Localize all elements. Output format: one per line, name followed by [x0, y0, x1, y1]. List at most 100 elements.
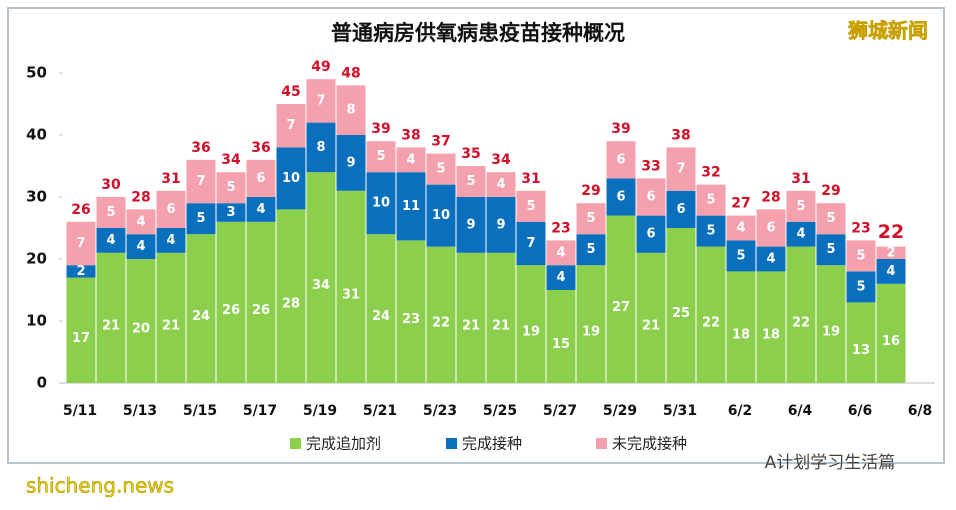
bar-segment [786, 221, 816, 247]
data-label: 6 [646, 190, 655, 205]
data-label: 16 [882, 334, 900, 349]
data-label: 5 [736, 248, 745, 263]
y-tick-label: 30 [26, 188, 47, 206]
bar-segment [876, 259, 906, 284]
data-label: 7 [316, 93, 325, 108]
data-label: 4 [136, 214, 145, 229]
bar-segment [846, 271, 876, 303]
bar-segment [336, 190, 366, 383]
bar-segment [216, 221, 246, 383]
bar-segment [726, 240, 756, 272]
total-label: 36 [251, 140, 270, 156]
data-label: 6 [166, 202, 175, 217]
bar-segment [66, 265, 96, 278]
data-label: 4 [166, 233, 175, 248]
data-label: 20 [132, 322, 150, 337]
bar-segment [96, 197, 126, 228]
bar-segment [516, 265, 546, 383]
data-label: 8 [346, 103, 355, 118]
watermark: shicheng.news [26, 474, 174, 498]
data-label: 4 [406, 152, 415, 167]
bar-segment [576, 234, 606, 266]
bar-segment [126, 259, 156, 383]
bar-segment [246, 197, 276, 222]
bar-segment [216, 203, 246, 222]
data-label: 5 [856, 248, 865, 263]
data-label: 6 [646, 227, 655, 242]
data-label: 5 [706, 193, 715, 208]
legend-swatch [290, 438, 301, 449]
bar-segment [276, 104, 306, 148]
total-label: 30 [101, 177, 121, 193]
data-label: 5 [376, 149, 385, 164]
bar-segment [816, 265, 846, 383]
data-label: 5 [586, 242, 595, 257]
data-label: 2 [76, 264, 85, 279]
total-label: 23 [851, 220, 870, 236]
bar-segment [186, 203, 216, 235]
bar-segment [726, 215, 756, 241]
bar-segment [186, 234, 216, 383]
total-label: 23 [551, 220, 570, 236]
x-tick-label: 5/19 [303, 403, 337, 419]
total-label: 34 [221, 152, 241, 168]
total-label: 27 [731, 196, 750, 212]
bar-segment [546, 265, 576, 290]
data-label: 6 [256, 171, 265, 186]
watermark: 狮城新闻 [848, 19, 928, 43]
data-label: 17 [72, 331, 90, 346]
data-label: 9 [496, 217, 505, 232]
data-label: 6 [766, 221, 775, 236]
bar-segment [186, 159, 216, 204]
bar-segment [786, 190, 816, 222]
total-label: 31 [161, 171, 180, 187]
data-label: 10 [282, 171, 300, 186]
data-label: 21 [492, 318, 510, 333]
bar-segment [516, 221, 546, 266]
data-label: 8 [316, 140, 325, 155]
total-label: 28 [761, 189, 780, 205]
bar-segment [846, 302, 876, 383]
data-label: 19 [822, 325, 840, 340]
bar-segment [396, 147, 426, 173]
bar-segment [426, 153, 456, 185]
data-label: 26 [252, 303, 270, 318]
bar-segment [66, 221, 96, 266]
bar-segment [516, 190, 546, 222]
data-label: 5 [586, 211, 595, 226]
bar-segment [546, 290, 576, 383]
bar-segment [66, 277, 96, 383]
bar-segment [636, 178, 666, 216]
bar-segment [726, 271, 756, 383]
data-label: 25 [672, 306, 690, 321]
x-tick-label: 5/23 [423, 403, 457, 419]
bar-segment [876, 246, 906, 259]
x-tick-label: 6/6 [848, 403, 873, 419]
bar-segment [426, 246, 456, 383]
data-label: 5 [196, 211, 205, 226]
total-label: 36 [191, 140, 210, 156]
bar-segment [486, 172, 516, 197]
data-label: 5 [796, 199, 805, 214]
bar-segment [666, 190, 696, 228]
data-label: 21 [462, 318, 480, 333]
bar-segment [606, 178, 636, 216]
data-label: 4 [766, 252, 775, 267]
bar-segment [336, 85, 366, 135]
bar-segment [756, 209, 786, 247]
data-label: 22 [432, 315, 450, 330]
bar-segment [486, 252, 516, 383]
data-label: 6 [676, 202, 685, 217]
data-label: 9 [346, 155, 355, 170]
chart-title: 普通病房供氧病患疫苗接种概况 [331, 21, 625, 45]
data-label: 4 [556, 245, 565, 260]
total-label: 31 [791, 171, 810, 187]
bar-segment [396, 172, 426, 241]
bar-segment [786, 246, 816, 383]
data-label: 5 [826, 211, 835, 226]
data-label: 24 [192, 309, 210, 324]
data-label: 27 [612, 300, 630, 315]
bar-segment [276, 147, 306, 210]
